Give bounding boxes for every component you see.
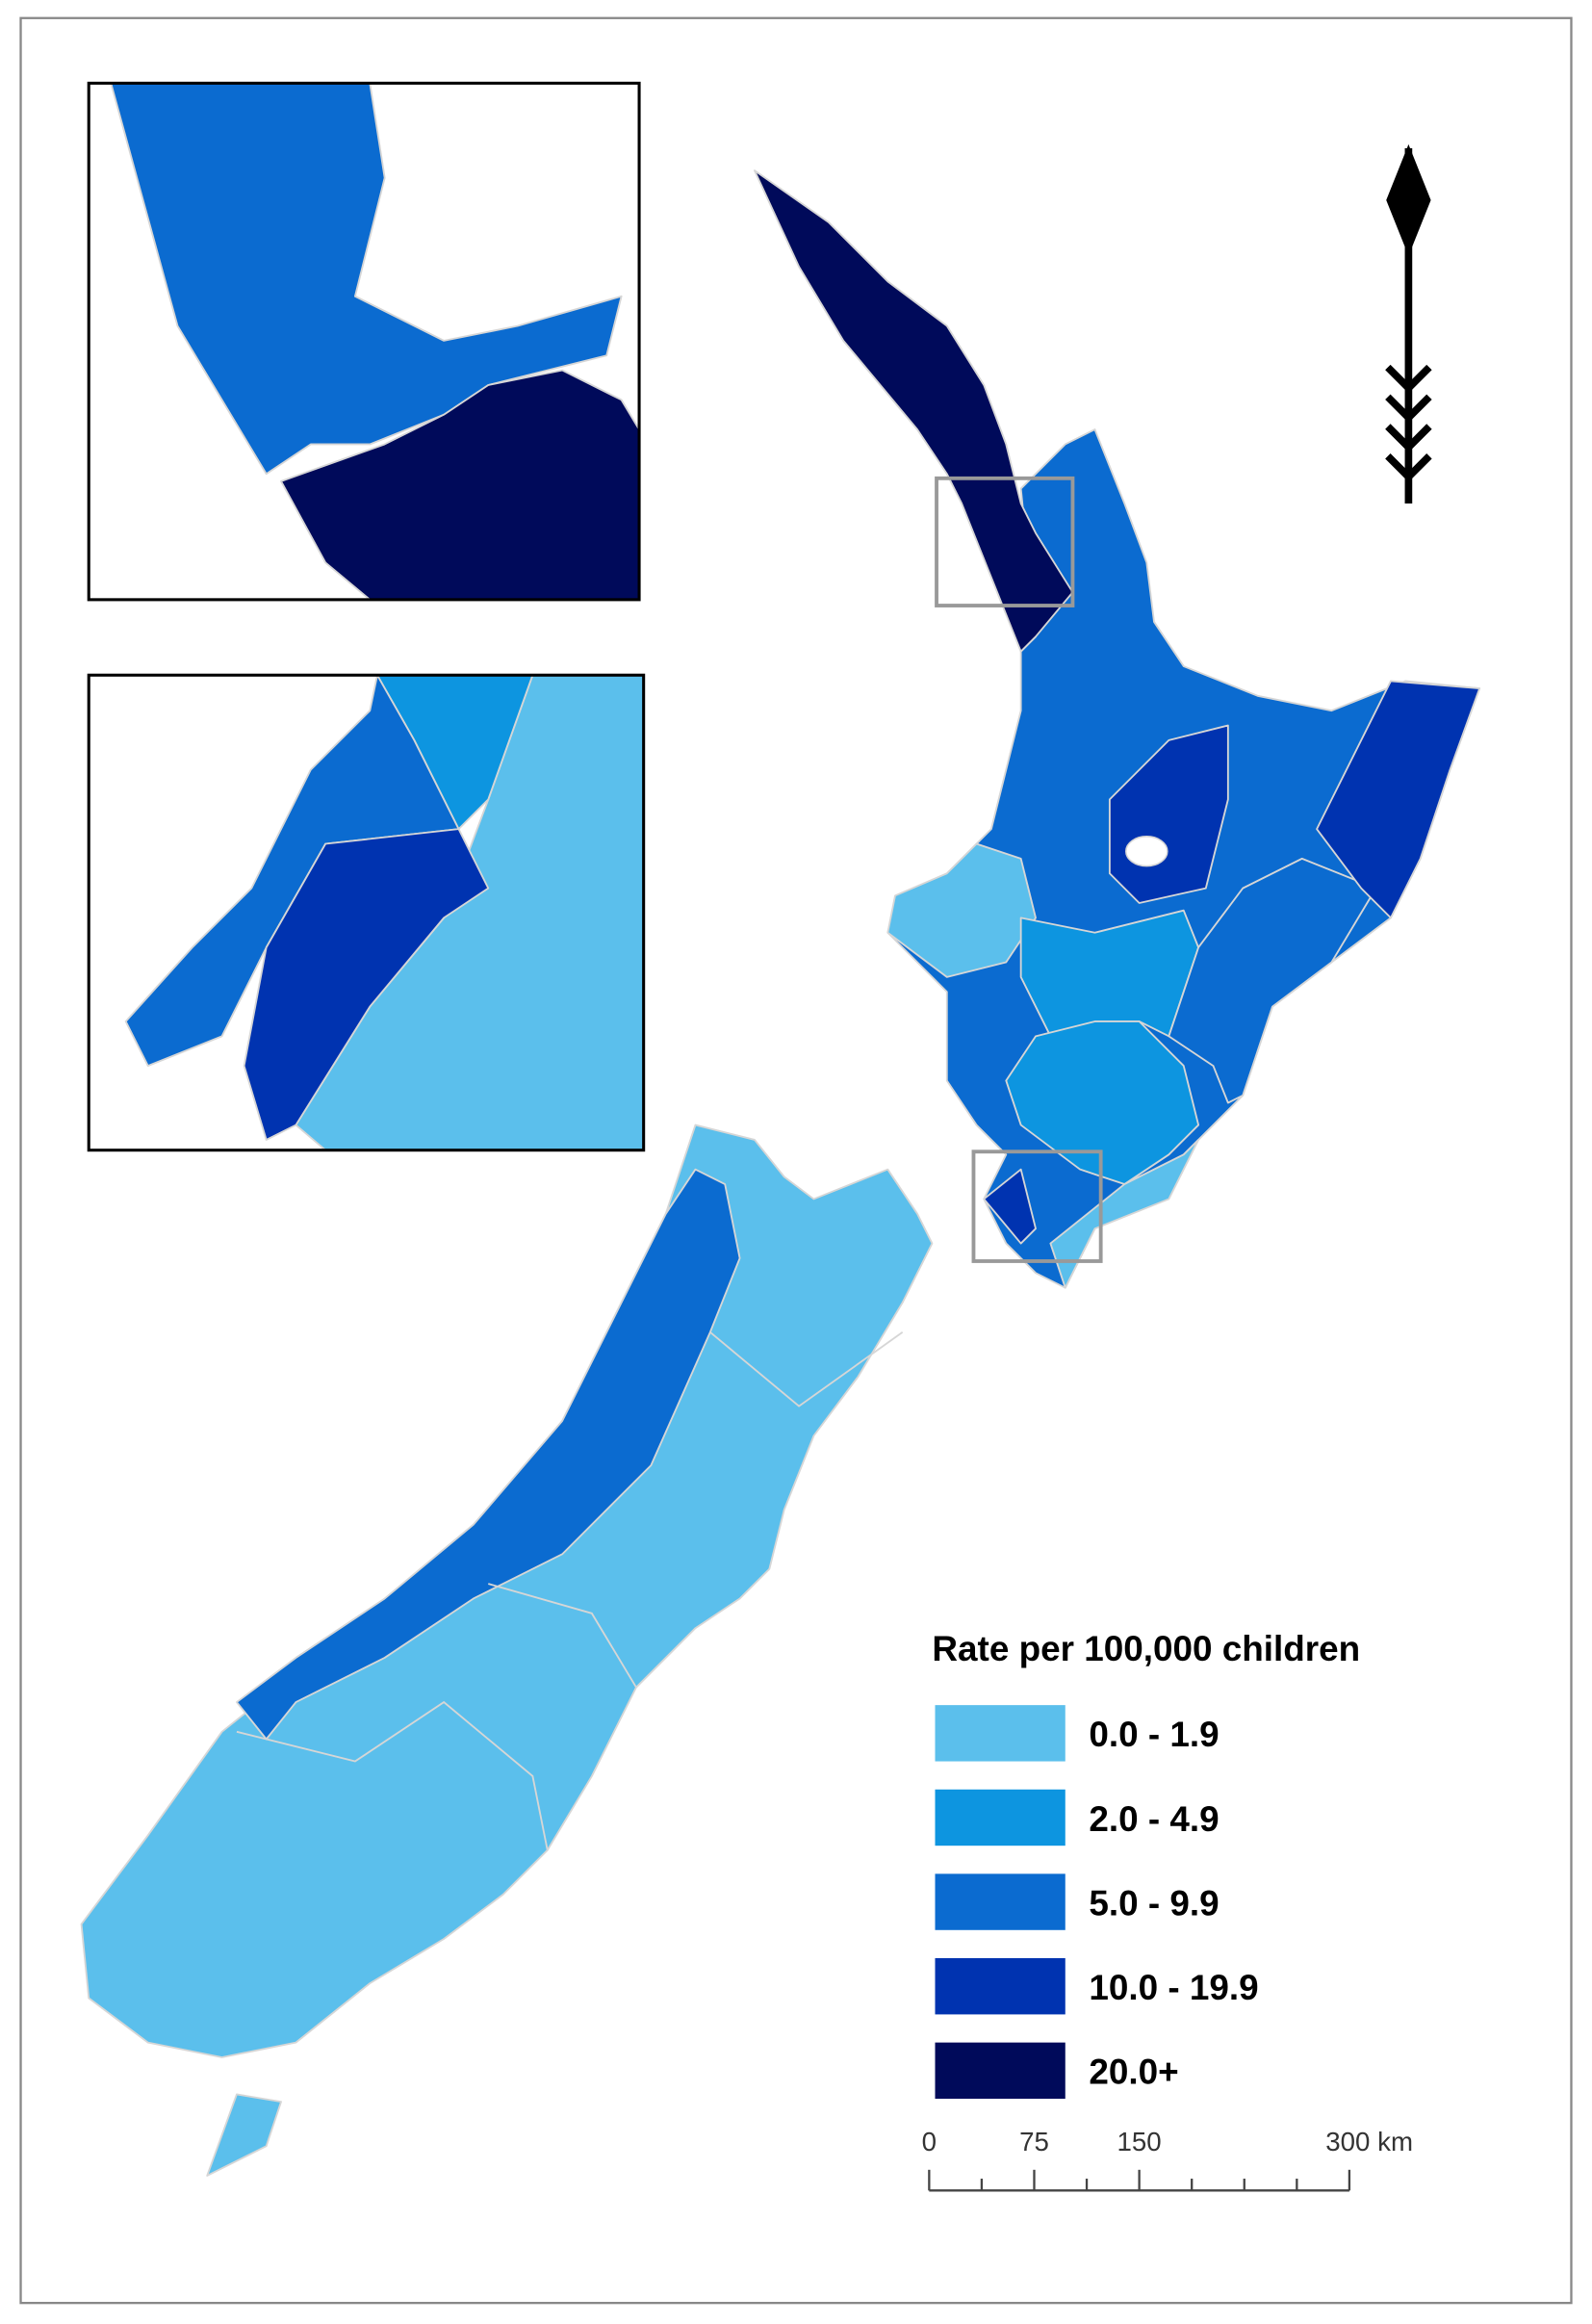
region-border xyxy=(709,1331,904,1407)
legend-swatch xyxy=(935,2042,1066,2100)
north-island xyxy=(754,169,1481,1289)
region xyxy=(236,1168,741,1741)
region xyxy=(110,82,623,476)
north-arrow-fletch xyxy=(1385,364,1432,394)
region xyxy=(1316,680,1481,919)
region xyxy=(754,169,1074,653)
region xyxy=(983,1168,1037,1245)
inset-frame xyxy=(87,81,641,602)
region xyxy=(1019,909,1200,1038)
scale-bar: 0 75 150 300 km xyxy=(922,2127,1413,2192)
scale-label: 150 xyxy=(1117,2127,1162,2156)
legend-label: 5.0 - 9.9 xyxy=(1089,1883,1219,1923)
south-island xyxy=(80,1123,934,2177)
scale-label: 300 km xyxy=(1325,2127,1413,2156)
region-border xyxy=(236,1700,549,1850)
legend-title: Rate per 100,000 children xyxy=(932,1629,1360,1668)
legend-swatch xyxy=(935,1958,1066,2015)
region xyxy=(206,2093,282,2177)
inset-frame xyxy=(87,673,646,1152)
legend: Rate per 100,000 children 0.0 - 1.9 2.0 -… xyxy=(932,1629,1360,2100)
legend-label: 10.0 - 19.9 xyxy=(1089,1968,1258,2007)
inset-auckland xyxy=(87,81,641,602)
scale-label: 75 xyxy=(1019,2127,1049,2156)
north-arrow-fletch xyxy=(1385,394,1432,424)
north-arrow-fletch xyxy=(1385,453,1432,482)
region xyxy=(1005,1020,1200,1185)
legend-swatch xyxy=(935,1873,1066,1930)
legend-label: 2.0 - 4.9 xyxy=(1089,1799,1219,1839)
lake xyxy=(1125,836,1168,867)
scale-label: 0 xyxy=(922,2127,937,2156)
legend-swatch xyxy=(935,1705,1066,1762)
region-border xyxy=(488,1583,637,1689)
region xyxy=(243,828,490,1141)
inset-wellington xyxy=(87,673,646,1152)
inset-locator xyxy=(935,476,1075,607)
inset-locator xyxy=(971,1149,1103,1263)
region xyxy=(1168,857,1377,1104)
region xyxy=(886,842,1037,978)
region xyxy=(1049,1139,1200,1289)
north-arrow xyxy=(1385,143,1432,504)
region xyxy=(280,369,640,601)
legend-label: 0.0 - 1.9 xyxy=(1089,1715,1219,1754)
north-arrow-fletch xyxy=(1385,424,1432,452)
legend-label: 20.0+ xyxy=(1089,2053,1178,2092)
legend-swatch xyxy=(935,1789,1066,1846)
